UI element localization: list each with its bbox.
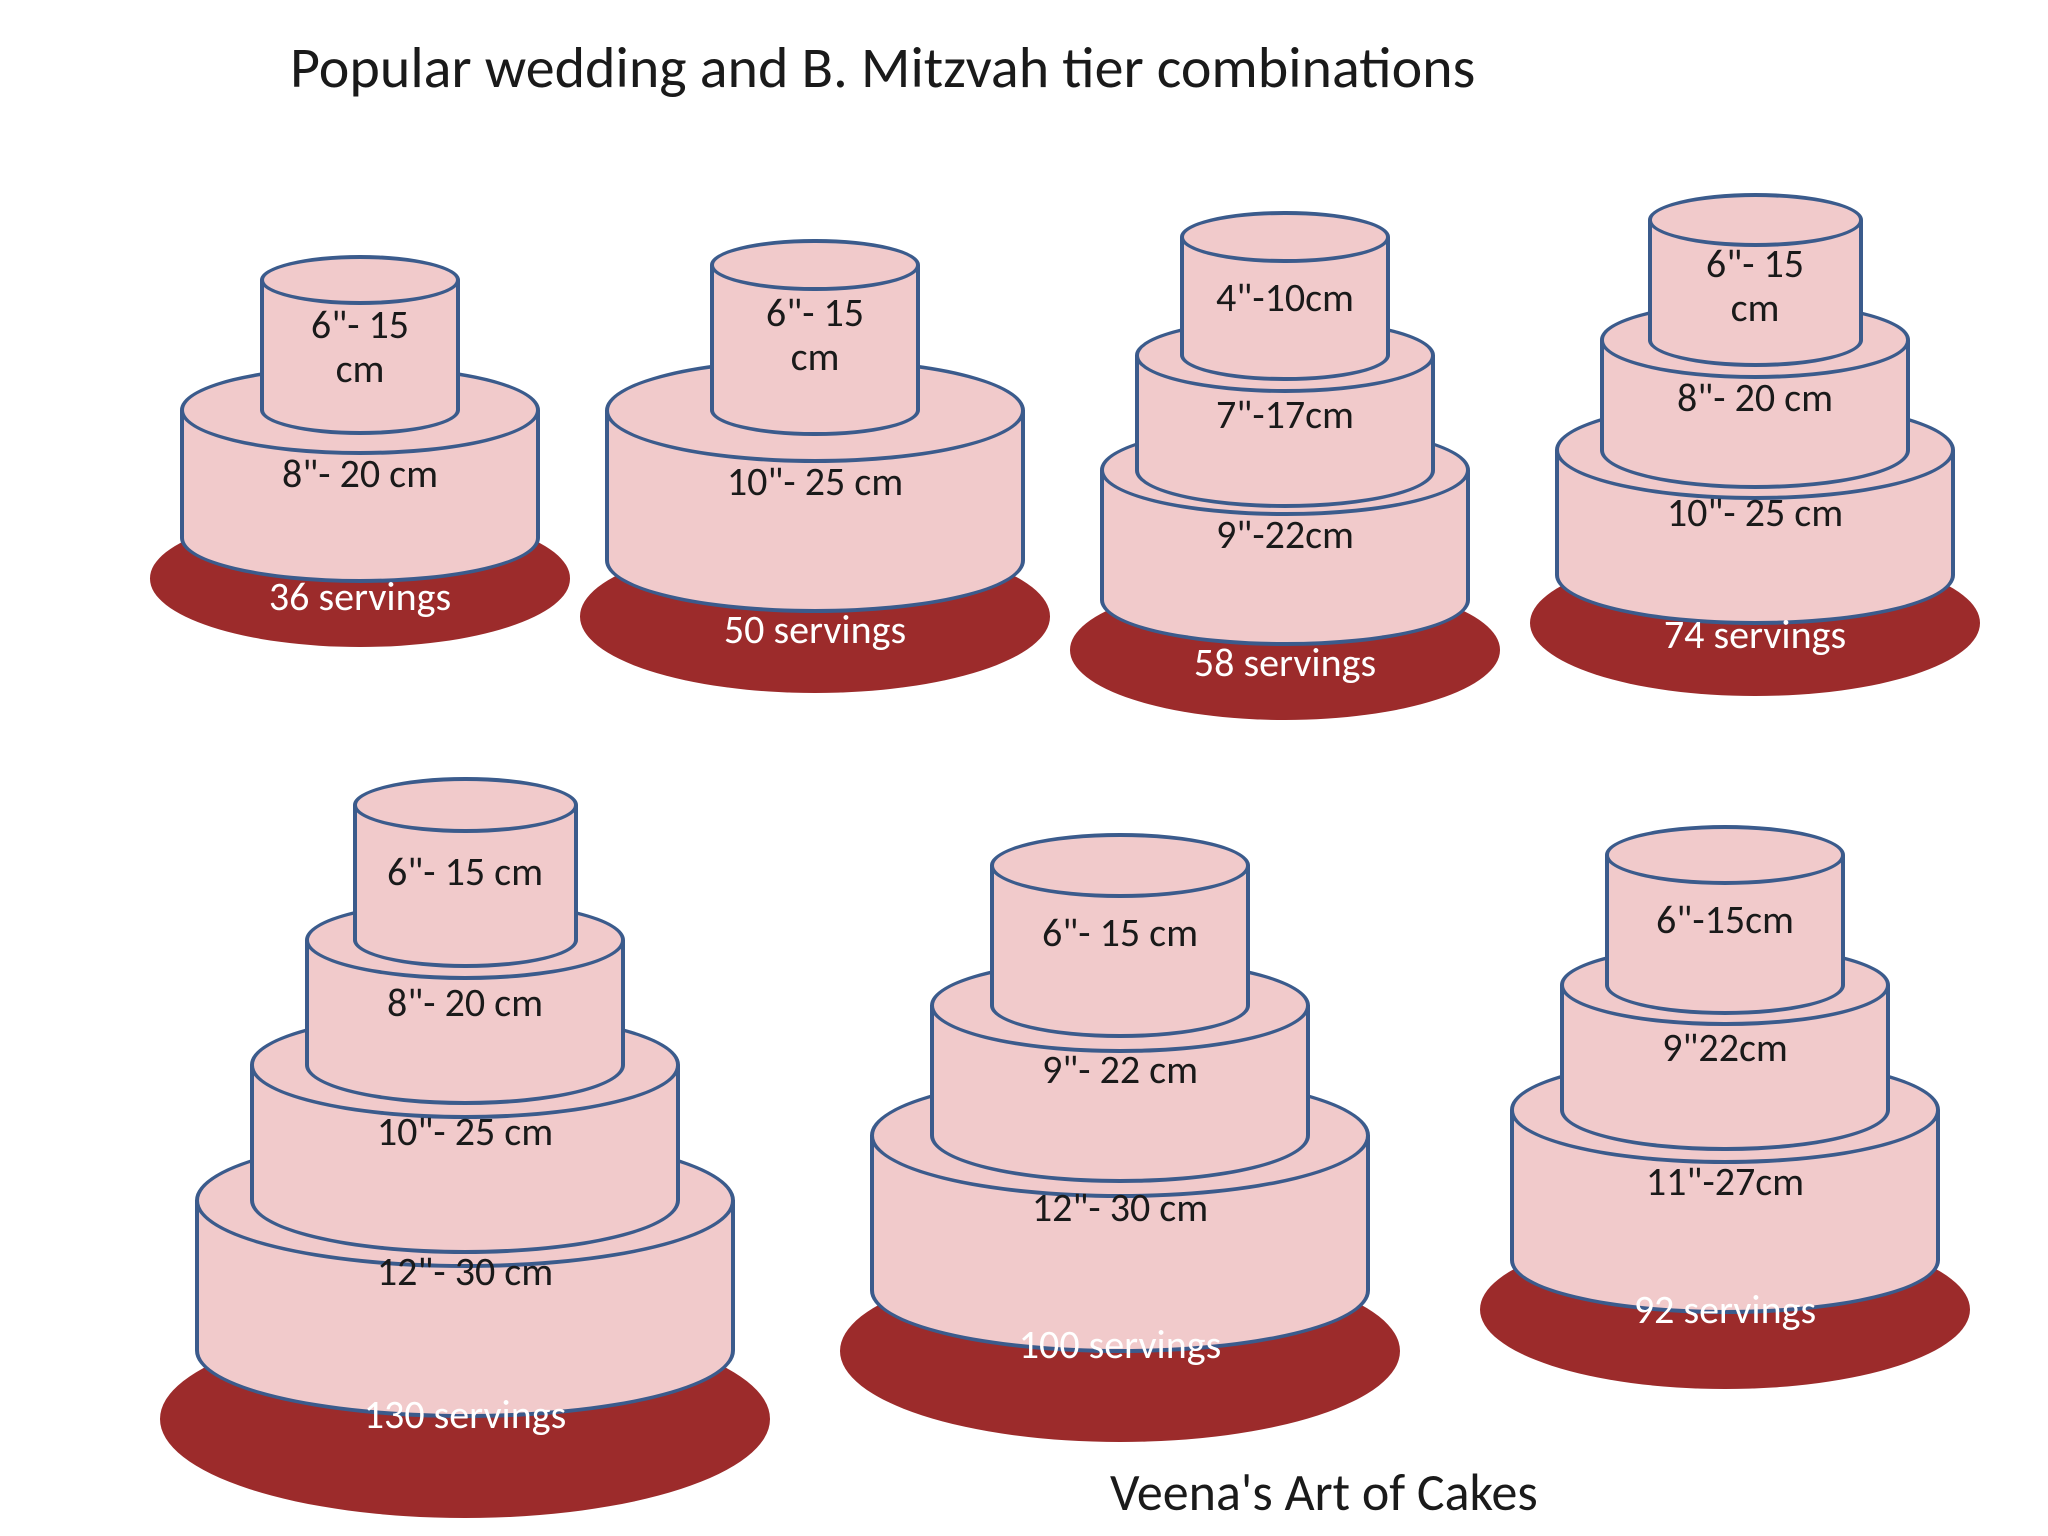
tier-top-ellipse [353, 777, 578, 833]
tier-top-ellipse [1648, 193, 1863, 247]
tier-top-ellipse [1605, 825, 1845, 885]
tier-top-ellipse [710, 239, 920, 292]
attribution-text: Veena's Art of Cakes [1110, 1460, 1538, 1524]
page-title: Popular wedding and B. Mitzvah tier comb… [290, 32, 1475, 103]
tier-top-ellipse [1180, 211, 1390, 264]
infographic-canvas: Popular wedding and B. Mitzvah tier comb… [0, 0, 2048, 1536]
tier-top-ellipse [260, 255, 460, 305]
tier-top-ellipse [990, 833, 1250, 898]
